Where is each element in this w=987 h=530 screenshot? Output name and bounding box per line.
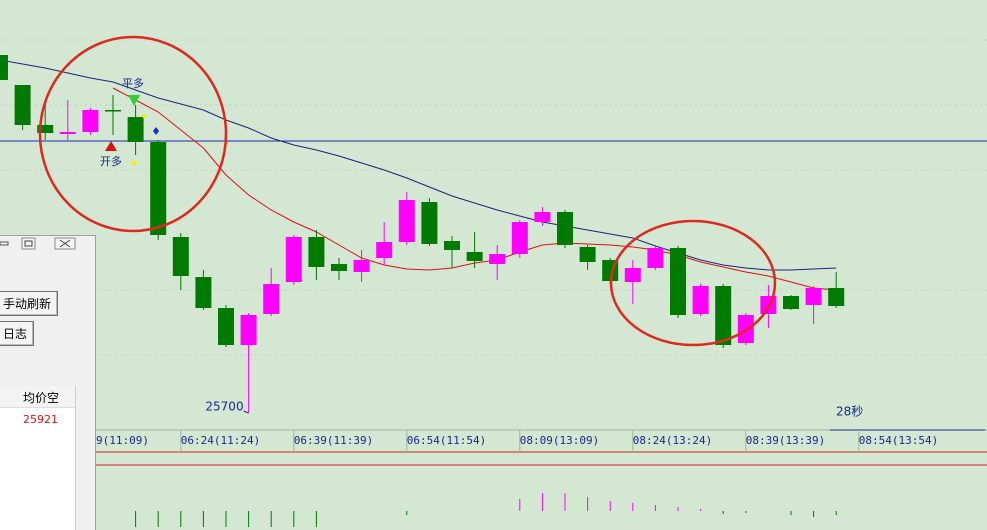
x-tick-label: 9(11:09) xyxy=(96,434,149,447)
timer: 28秒 xyxy=(836,405,863,419)
candle-body xyxy=(82,110,99,132)
candle-body xyxy=(557,212,573,245)
candle-body xyxy=(511,222,528,254)
table-header: 均价空 xyxy=(23,391,60,405)
highlight-circle xyxy=(38,35,228,233)
candle-body xyxy=(37,125,54,133)
log-button[interactable]: 日志 xyxy=(0,321,35,346)
candle-body xyxy=(0,55,8,80)
signal-dot xyxy=(142,114,146,118)
candle-body xyxy=(692,286,709,314)
candle-body xyxy=(783,296,799,309)
table-header-row xyxy=(0,386,75,408)
x-tick-label: 06:54(11:54) xyxy=(407,434,486,447)
candle-body xyxy=(444,241,460,250)
candle-body xyxy=(534,212,551,222)
table: 均价空 25921 xyxy=(0,386,76,530)
price-label-line xyxy=(243,410,249,414)
x-tick-label: 08:54(13:54) xyxy=(859,434,938,447)
candle-body xyxy=(489,254,506,264)
candle-body xyxy=(647,248,664,268)
candle-body xyxy=(14,85,31,125)
candle-body xyxy=(466,252,483,261)
candle-body xyxy=(218,308,234,345)
candle-body xyxy=(421,202,438,244)
refresh-button[interactable]: 手动刷新 xyxy=(0,291,59,316)
candle-body xyxy=(59,132,76,134)
close-glyph xyxy=(59,239,71,248)
grid xyxy=(0,39,987,356)
candle-body xyxy=(127,117,144,142)
table-cell: 25921 xyxy=(23,413,58,426)
window-controls xyxy=(0,237,76,250)
candle-body xyxy=(579,247,596,262)
candle-body xyxy=(331,264,347,271)
buy-arrow xyxy=(105,141,117,151)
price-label: 25700 xyxy=(205,400,243,414)
signal-label: 开多 xyxy=(100,154,122,168)
candle-body xyxy=(715,286,732,345)
ma-line xyxy=(0,59,837,271)
candle-body xyxy=(805,288,822,305)
signal-label: 平多 xyxy=(122,76,144,90)
signal-dot xyxy=(131,160,137,166)
minimize-icon[interactable] xyxy=(0,241,9,246)
candle-body xyxy=(308,237,325,267)
side-panel: 手动刷新 日志 均价空 25921 xyxy=(0,235,96,530)
candle-body xyxy=(263,284,280,314)
x-tick-label: 06:39(11:39) xyxy=(294,434,373,447)
candle-body xyxy=(105,110,121,112)
sell-arrow xyxy=(128,95,140,106)
candle-body xyxy=(376,242,393,258)
candle-body xyxy=(828,288,845,306)
candle-body xyxy=(172,237,189,276)
candle-body xyxy=(398,200,415,242)
restore-glyph xyxy=(24,240,33,247)
candle-body xyxy=(195,277,212,308)
candle-body xyxy=(285,237,302,282)
x-tick-label: 08:39(13:39) xyxy=(746,434,825,447)
x-tick-label: 08:24(13:24) xyxy=(633,434,712,447)
candle-body xyxy=(670,248,686,315)
candle-body xyxy=(760,296,777,314)
x-tick-label: 08:09(13:09) xyxy=(520,434,599,447)
candle-body xyxy=(150,142,167,235)
signal-diamond xyxy=(153,127,159,135)
x-tick-label: 06:24(11:24) xyxy=(181,434,260,447)
candle-body xyxy=(240,315,257,345)
highlight-circle xyxy=(609,219,777,347)
candle-body xyxy=(353,260,370,272)
restore-icon[interactable] xyxy=(21,237,36,250)
candle-body xyxy=(624,268,641,282)
